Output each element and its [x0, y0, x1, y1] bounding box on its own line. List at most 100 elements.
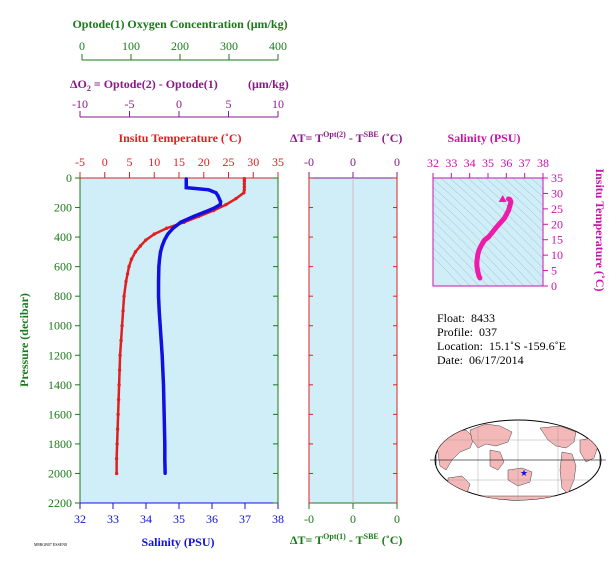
temperature-point: [138, 244, 143, 248]
delta-o2-tick-label: -5: [125, 97, 135, 111]
temperature-point: [133, 250, 138, 254]
delta-t-plot: -0 0 0 -0 0 0: [304, 155, 400, 526]
temperature-point: [118, 353, 122, 357]
temperature-point: [116, 412, 120, 417]
delta-o2-tick-label: 5: [226, 97, 232, 111]
oxygen-axis-title: Optode(1) Oxygen Concentration (μm/kg): [72, 17, 287, 31]
delta-t-bottom-tick-label: 0: [350, 512, 356, 526]
salinity-point: [213, 205, 217, 210]
float-info: Float: 8433 Profile: 037 Location: 15.1˚S -…: [437, 311, 566, 367]
temperature-point: [117, 368, 122, 372]
density-contour: [433, 194, 525, 286]
world-map: ★: [430, 419, 606, 501]
svg-text:Float:8433: Float: 8433: [437, 311, 495, 325]
salinity-tick-label: 37: [239, 512, 251, 526]
salinity-point: [157, 309, 161, 313]
salinity-point: [156, 294, 161, 298]
salinity-point: [184, 177, 188, 181]
delta-t-bottom-title: ΔT= TOpt(1) - TSBE (˚C): [290, 532, 402, 547]
temperature-point: [234, 196, 238, 201]
salinity-point: [192, 214, 196, 219]
pressure-tick-label: 1400: [48, 378, 72, 392]
profile-label: Profile:: [437, 325, 473, 339]
temperature-point: [117, 383, 121, 387]
ts-surface-marker: [498, 194, 507, 202]
temperature-tick-label: 20: [198, 155, 210, 169]
density-contour: [458, 178, 543, 260]
salinity-point: [166, 232, 170, 236]
ts-temperature-tick-label: 35: [551, 171, 563, 185]
salinity-top-title: Salinity (PSU): [447, 131, 520, 145]
density-contour: [476, 178, 543, 241]
oxygen-tick-label: 200: [171, 39, 189, 53]
salinity-point: [158, 324, 162, 328]
ts-temperature-tick-label: 0: [551, 279, 557, 293]
salinity-point: [179, 220, 183, 224]
delta-t-top-title: ΔT= TOpt(2) - TSBE (˚C): [290, 130, 402, 145]
pressure-tick-label: 0: [66, 171, 72, 185]
salinity-tick-label: 35: [173, 512, 185, 526]
temperature-point: [121, 309, 125, 313]
pressure-axis-title: Pressure (decibar): [17, 293, 31, 387]
salinity-point: [161, 368, 165, 372]
oxygen-tick-label: 0: [79, 39, 85, 53]
ts-temperature-tick-label: 30: [551, 186, 563, 200]
density-contour: [530, 178, 543, 190]
temperature-point: [114, 456, 119, 461]
density-contour: [433, 203, 516, 286]
temperature-tick-label: 0: [102, 155, 108, 169]
temperature-point: [115, 442, 119, 446]
float-label: Float:: [437, 311, 465, 325]
temperature-point: [114, 471, 119, 476]
inset-temperature-axis-title: Insitu Temperature (˚C): [593, 168, 607, 291]
pressure-tick-label: 800: [54, 289, 72, 303]
salinity-point: [217, 197, 221, 201]
salinity-point: [162, 427, 167, 431]
density-contour: [485, 178, 543, 232]
salinity-axis-title: Salinity (PSU): [141, 535, 214, 549]
salinity-tick-label: 32: [74, 512, 86, 526]
temperature-point: [242, 191, 246, 195]
salinity-point: [214, 191, 218, 195]
temperature-point: [164, 226, 169, 230]
delta-o2-axis-title: ΔO2 = Optode(2) - Optode(1) (μm/kg): [70, 77, 289, 93]
salinity-point: [162, 238, 167, 242]
svg-text:Location:15.1˚S -159.6˚E: Location: 15.1˚S -159.6˚E: [437, 339, 566, 353]
temperature-point: [119, 338, 123, 343]
density-contour: [433, 186, 534, 286]
pressure-tick-label: 1200: [48, 348, 72, 362]
ts-temperature-tick-label: 5: [551, 264, 557, 278]
oxygen-axis: 0 100 200 300 400: [79, 39, 287, 61]
temperature-point: [152, 232, 156, 236]
pressure-tick-label: 1600: [48, 407, 72, 421]
footer-small-text: M8BGB07 ESSEN8: [34, 542, 67, 547]
main-plot-background: [80, 178, 278, 503]
density-contour: [449, 178, 543, 269]
salinity-point: [216, 194, 220, 198]
float-location-marker: ★: [520, 468, 528, 478]
delta-o2-axis: -10 -5 0 5 10: [72, 97, 284, 118]
delta-t-bottom-tick-label: 0: [394, 512, 400, 526]
delta-t-top-tick-label: 0: [350, 155, 356, 169]
svg-text:Date:06/17/2014: Date: 06/17/2014: [437, 353, 524, 367]
salinity-point: [218, 200, 223, 204]
ts-salinity-tick-label: 33: [445, 156, 457, 170]
salinity-point: [160, 353, 164, 357]
salinity-point: [156, 279, 161, 284]
ts-temperature-tick-label: 20: [551, 217, 563, 231]
salinity-point: [157, 257, 162, 261]
temperature-point: [129, 257, 134, 261]
ts-temperature-tick-label: 10: [551, 248, 563, 262]
density-contour: [433, 211, 507, 286]
salinity-point: [207, 188, 211, 192]
salinity-point: [163, 457, 167, 461]
temperature-point: [144, 238, 148, 242]
delta-o2-tick-label: 10: [272, 97, 284, 111]
temperature-tick-label: 10: [148, 155, 160, 169]
temperature-point: [242, 188, 247, 192]
oxygen-tick-label: 100: [122, 39, 140, 53]
salinity-point: [163, 471, 167, 476]
salinity-point: [162, 412, 166, 416]
